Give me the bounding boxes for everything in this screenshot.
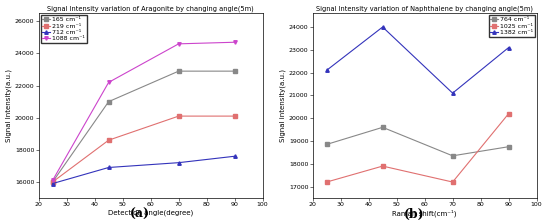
1025 cm⁻¹ — [379, 165, 386, 167]
165 cm⁻¹ — [175, 70, 182, 72]
1025 cm⁻¹ — [449, 181, 456, 183]
764 cm⁻¹ — [505, 145, 512, 148]
764 cm⁻¹ — [379, 126, 386, 129]
Legend: 165 cm⁻¹, 219 cm⁻¹, 712 cm⁻¹, 1088 cm⁻¹: 165 cm⁻¹, 219 cm⁻¹, 712 cm⁻¹, 1088 cm⁻¹ — [41, 15, 87, 43]
219 cm⁻¹ — [175, 115, 182, 118]
219 cm⁻¹ — [49, 181, 56, 183]
Line: 165 cm⁻¹: 165 cm⁻¹ — [51, 69, 236, 184]
712 cm⁻¹ — [231, 155, 238, 158]
165 cm⁻¹ — [105, 100, 112, 103]
Title: Signal Intensity variation of Naphthalene by changing angle(5m): Signal Intensity variation of Naphthalen… — [316, 6, 533, 12]
1382 cm⁻¹ — [323, 69, 330, 72]
712 cm⁻¹ — [105, 166, 112, 169]
Line: 712 cm⁻¹: 712 cm⁻¹ — [51, 155, 236, 185]
1025 cm⁻¹ — [323, 181, 330, 183]
1382 cm⁻¹ — [379, 26, 386, 28]
Line: 1025 cm⁻¹: 1025 cm⁻¹ — [325, 112, 510, 184]
712 cm⁻¹ — [175, 161, 182, 164]
1088 cm⁻¹ — [49, 179, 56, 182]
X-axis label: Detection angle(degree): Detection angle(degree) — [108, 210, 193, 217]
X-axis label: Raman shift(cm⁻¹): Raman shift(cm⁻¹) — [392, 210, 457, 217]
Line: 1382 cm⁻¹: 1382 cm⁻¹ — [325, 25, 510, 95]
219 cm⁻¹ — [231, 115, 238, 118]
Legend: 764 cm⁻¹, 1025 cm⁻¹, 1382 cm⁻¹: 764 cm⁻¹, 1025 cm⁻¹, 1382 cm⁻¹ — [488, 15, 535, 37]
1088 cm⁻¹ — [105, 81, 112, 84]
1382 cm⁻¹ — [449, 92, 456, 95]
219 cm⁻¹ — [105, 139, 112, 142]
Line: 219 cm⁻¹: 219 cm⁻¹ — [51, 114, 236, 184]
Y-axis label: Signal intensity(a.u.): Signal intensity(a.u.) — [279, 69, 286, 142]
1025 cm⁻¹ — [505, 112, 512, 115]
Y-axis label: Signal Intensity(a.u.): Signal Intensity(a.u.) — [5, 69, 12, 142]
165 cm⁻¹ — [49, 181, 56, 183]
Title: Signal Intensity variation of Aragonite by changing angle(5m): Signal Intensity variation of Aragonite … — [47, 6, 254, 12]
764 cm⁻¹ — [449, 155, 456, 157]
Text: (b): (b) — [403, 208, 424, 221]
1088 cm⁻¹ — [175, 43, 182, 45]
764 cm⁻¹ — [323, 143, 330, 146]
Line: 1088 cm⁻¹: 1088 cm⁻¹ — [51, 41, 236, 182]
1088 cm⁻¹ — [231, 41, 238, 43]
712 cm⁻¹ — [49, 182, 56, 185]
Text: (a): (a) — [130, 208, 150, 221]
1382 cm⁻¹ — [505, 46, 512, 49]
165 cm⁻¹ — [231, 70, 238, 72]
Line: 764 cm⁻¹: 764 cm⁻¹ — [325, 126, 510, 158]
